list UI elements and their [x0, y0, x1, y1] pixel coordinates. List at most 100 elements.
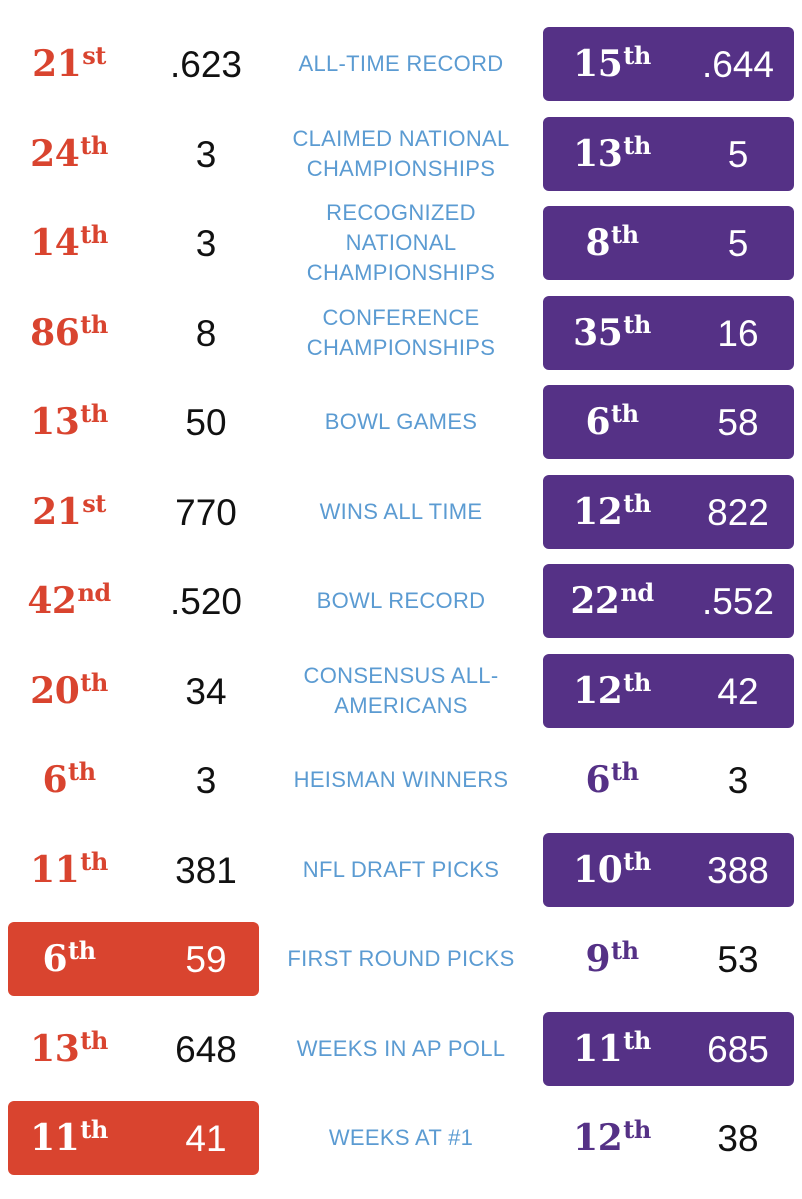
right-highlight-box	[543, 564, 794, 638]
right-value-text: 822	[707, 491, 769, 533]
left-value-text: .520	[169, 580, 242, 622]
stat-label: BOWL RECORD	[286, 564, 516, 638]
left-value-text: 648	[175, 1028, 237, 1070]
left-value-text: 3	[195, 133, 217, 175]
right-rank: 13th	[548, 117, 676, 191]
right-value-text: 3	[727, 759, 749, 801]
right-value-text: .552	[701, 580, 774, 622]
right-value: 388	[680, 833, 796, 907]
right-rank-text: 8th	[585, 222, 639, 264]
right-rank-number: 12	[573, 670, 623, 712]
right-value: 16	[680, 296, 796, 370]
left-rank-suffix: th	[80, 220, 108, 249]
left-rank-text: 11th	[30, 850, 108, 889]
left-rank-text: 24th	[30, 134, 108, 173]
right-rank-number: 12	[573, 1117, 623, 1159]
right-rank-suffix: th	[623, 1026, 651, 1055]
stat-row: 20th 34 CONSENSUS ALL-AMERICANS 12th 42	[0, 654, 802, 728]
right-rank-number: 15	[573, 43, 623, 85]
right-rank-number: 35	[573, 312, 623, 354]
left-rank-text: 21st	[32, 491, 106, 533]
right-highlight-box	[543, 654, 794, 728]
right-highlight-box	[543, 117, 794, 191]
right-value-text: 53	[717, 938, 759, 980]
right-value-text: 685	[707, 1028, 769, 1070]
left-value: 3	[146, 206, 266, 280]
left-rank-number: 21	[32, 491, 82, 533]
left-value: 50	[146, 385, 266, 459]
stat-label: CONFERENCE CHAMPIONSHIPS	[286, 296, 516, 370]
left-rank-number: 21	[32, 43, 82, 85]
stat-label-text: WEEKS AT #1	[328, 1125, 474, 1150]
stat-label: BOWL GAMES	[286, 385, 516, 459]
right-rank-text: 10th	[573, 850, 651, 889]
left-rank: 6th	[10, 743, 128, 817]
stat-label: ALL-TIME RECORD	[286, 27, 516, 101]
right-rank-suffix: th	[623, 668, 651, 697]
left-rank-text: 14th	[30, 223, 108, 262]
left-value: 59	[146, 922, 266, 996]
stat-row: 21st 770 WINS ALL TIME 12th 822	[0, 475, 802, 549]
left-rank-text: 6th	[42, 939, 96, 978]
right-highlight-box	[543, 475, 794, 549]
right-rank-text: 12th	[573, 1117, 651, 1159]
right-rank: 11th	[548, 1012, 676, 1086]
stat-label: WEEKS IN AP POLL	[286, 1012, 516, 1086]
left-rank-suffix: nd	[77, 578, 111, 607]
right-highlight-box	[543, 385, 794, 459]
right-rank-number: 11	[573, 1028, 623, 1070]
stat-row: 6th 3 HEISMAN WINNERS 6th 3	[0, 743, 802, 817]
left-rank-text: 6th	[42, 760, 96, 799]
stat-label-text: BOWL GAMES	[324, 409, 478, 434]
stat-label-text: RECOGNIZED NATIONAL CHAMPIONSHIPS	[306, 200, 496, 285]
left-value: 3	[146, 743, 266, 817]
stat-row: 24th 3 CLAIMED NATIONAL CHAMPIONSHIPS 13th 5	[0, 117, 802, 191]
stat-row: 21st .623 ALL-TIME RECORD 15th .644	[0, 27, 802, 101]
right-rank-text: 12th	[573, 491, 651, 533]
right-rank-text: 13th	[573, 134, 651, 173]
left-value: 770	[146, 475, 266, 549]
right-value-text: .644	[701, 43, 774, 85]
left-rank-number: 42	[27, 580, 77, 622]
stat-label-text: BOWL RECORD	[316, 588, 486, 613]
right-rank-number: 8	[585, 222, 610, 264]
right-value: 42	[680, 654, 796, 728]
stat-label: HEISMAN WINNERS	[286, 743, 516, 817]
stat-label-text: NFL DRAFT PICKS	[302, 857, 500, 882]
left-rank-suffix: st	[82, 489, 106, 518]
right-rank-text: 11th	[573, 1028, 651, 1070]
right-value-text: 38	[717, 1117, 759, 1159]
right-rank-suffix: th	[623, 847, 651, 876]
left-value: 8	[146, 296, 266, 370]
right-rank: 12th	[548, 654, 676, 728]
left-value: 3	[146, 117, 266, 191]
right-value-text: 5	[727, 222, 749, 264]
left-value: 381	[146, 833, 266, 907]
right-rank: 35th	[548, 296, 676, 370]
right-rank-suffix: th	[623, 310, 651, 339]
stat-label: CONSENSUS ALL-AMERICANS	[286, 654, 516, 728]
stat-label: RECOGNIZED NATIONAL CHAMPIONSHIPS	[286, 200, 516, 285]
left-highlight-box	[8, 922, 259, 996]
right-value: .552	[680, 564, 796, 638]
right-rank-suffix: th	[611, 936, 639, 965]
left-highlight-box	[8, 1101, 259, 1175]
left-rank-number: 13	[30, 401, 80, 443]
right-value: 38	[680, 1101, 796, 1175]
right-rank-number: 12	[573, 491, 623, 533]
left-value: 34	[146, 654, 266, 728]
right-value: 5	[680, 117, 796, 191]
left-rank-suffix: th	[80, 847, 108, 876]
left-rank: 21st	[10, 27, 128, 101]
right-rank-suffix: nd	[620, 578, 654, 607]
right-value-text: 58	[717, 401, 759, 443]
stat-label: FIRST ROUND PICKS	[286, 922, 516, 996]
right-rank-suffix: th	[623, 489, 651, 518]
right-value-text: 5	[727, 133, 749, 175]
right-rank-text: 12th	[573, 670, 651, 712]
stat-label: WINS ALL TIME	[286, 475, 516, 549]
right-rank: 6th	[548, 385, 676, 459]
right-highlight-box	[543, 833, 794, 907]
stat-label: WEEKS AT #1	[286, 1101, 516, 1175]
